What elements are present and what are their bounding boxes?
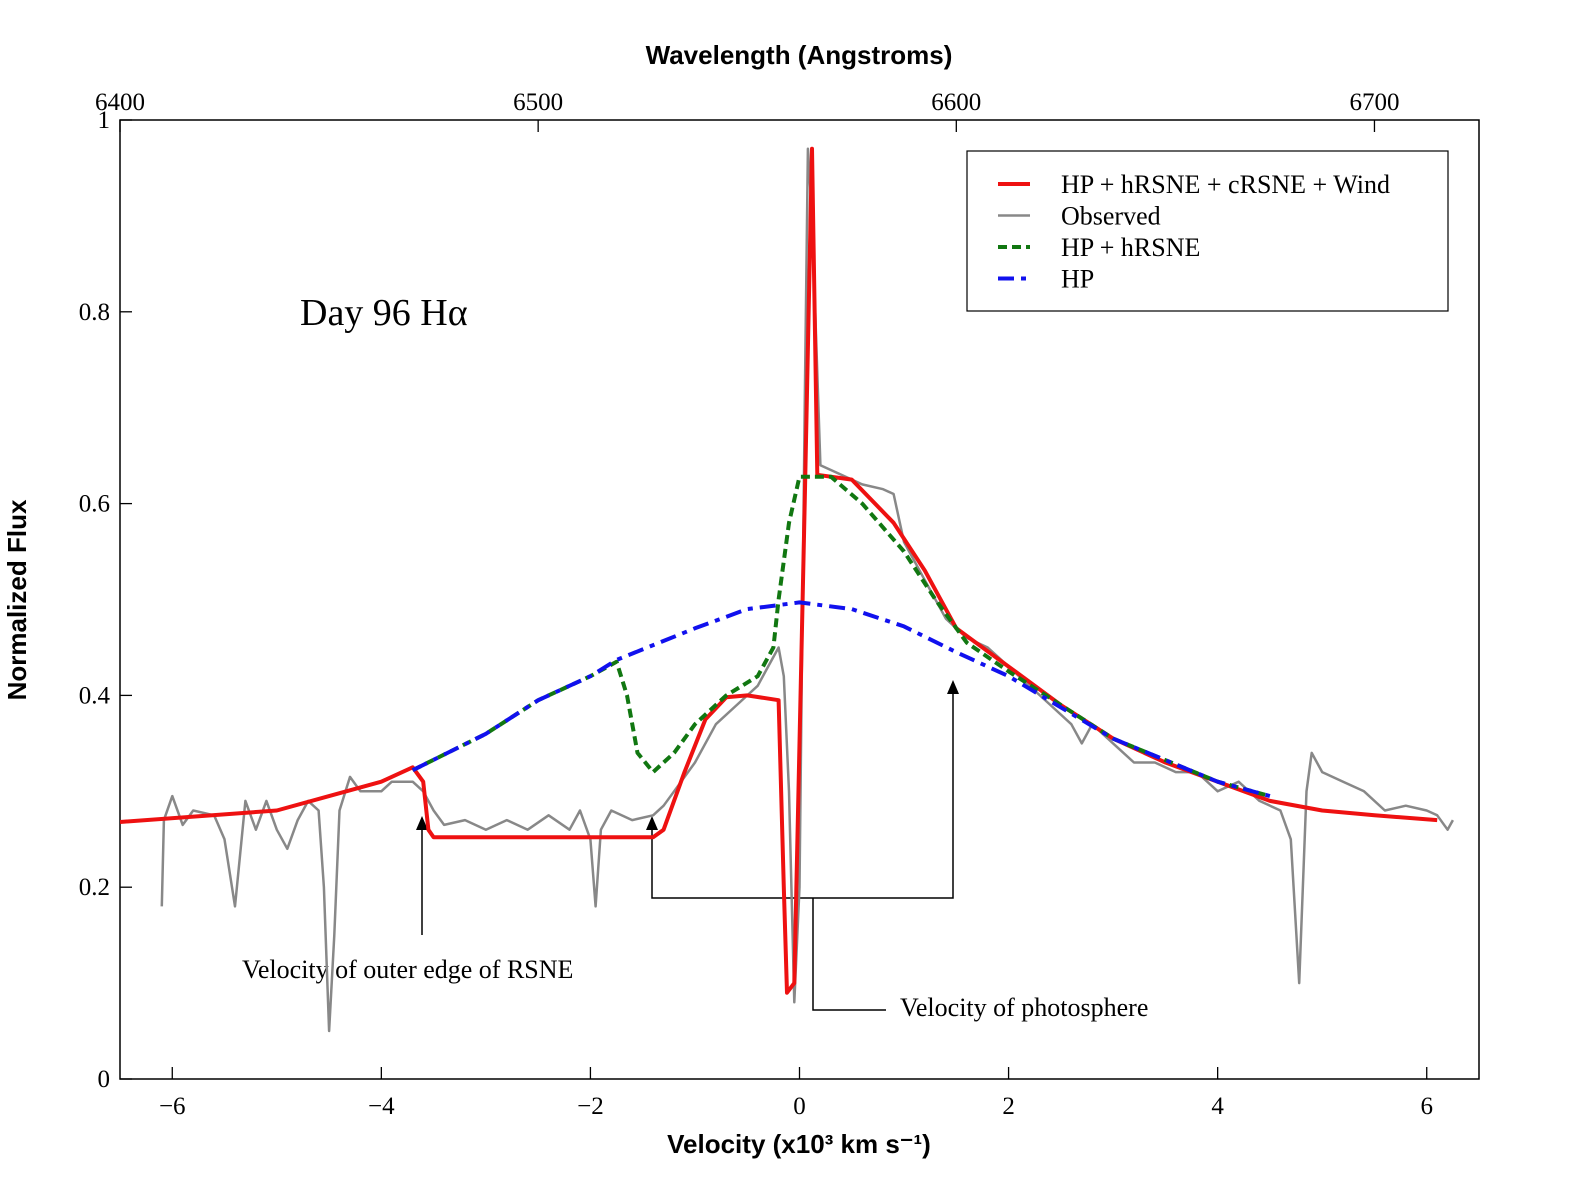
arrowhead: [646, 816, 658, 830]
y-tick-label: 0.8: [79, 299, 110, 326]
x2-tick-label: 6700: [1349, 89, 1399, 116]
y-tick-label: 0.4: [79, 682, 111, 709]
y-tick-label: 1: [98, 107, 111, 134]
leader: [812, 898, 886, 1011]
x-tick-label: −2: [577, 1093, 604, 1120]
annotation-arrows: [421, 686, 954, 1011]
chart-title: Wavelength (Angstroms): [646, 40, 953, 70]
bracket: [651, 686, 954, 899]
annotation: Velocity of photosphere: [900, 993, 1148, 1022]
x-tick-label: −6: [159, 1093, 186, 1120]
y-tick-label: 0: [98, 1066, 111, 1093]
y-axis-label: Normalized Flux: [2, 499, 32, 700]
arrowhead: [947, 680, 959, 694]
legend-label: Observed: [1061, 202, 1161, 231]
y-tick-label: 0.6: [79, 491, 110, 518]
annotation: Day 96 Hα: [300, 292, 468, 334]
annotation: Velocity of outer edge of RSNE: [242, 955, 573, 984]
x2-tick-label: 6400: [95, 89, 145, 116]
legend-label: HP + hRSNE + cRSNE + Wind: [1061, 170, 1390, 199]
x2-tick-label: 6500: [513, 89, 563, 116]
x2-tick-label: 6600: [931, 89, 981, 116]
arrowhead: [416, 816, 428, 830]
y-tick-label: 0.2: [79, 874, 110, 901]
series-line: [411, 600, 1271, 799]
x-axis-label: Velocity (x10³ km s⁻¹): [667, 1129, 931, 1159]
legend-label: HP + hRSNE: [1061, 233, 1200, 262]
x-tick-label: 0: [793, 1093, 806, 1120]
x-tick-label: −4: [368, 1093, 395, 1120]
x-tick-label: 2: [1002, 1093, 1015, 1120]
legend-label: HP: [1061, 265, 1094, 294]
legend-box: [966, 150, 1449, 312]
arrowheads: [416, 680, 959, 830]
series-line: [411, 474, 1271, 799]
x-tick-label: 6: [1420, 1093, 1433, 1120]
x-tick-label: 4: [1211, 1093, 1224, 1120]
